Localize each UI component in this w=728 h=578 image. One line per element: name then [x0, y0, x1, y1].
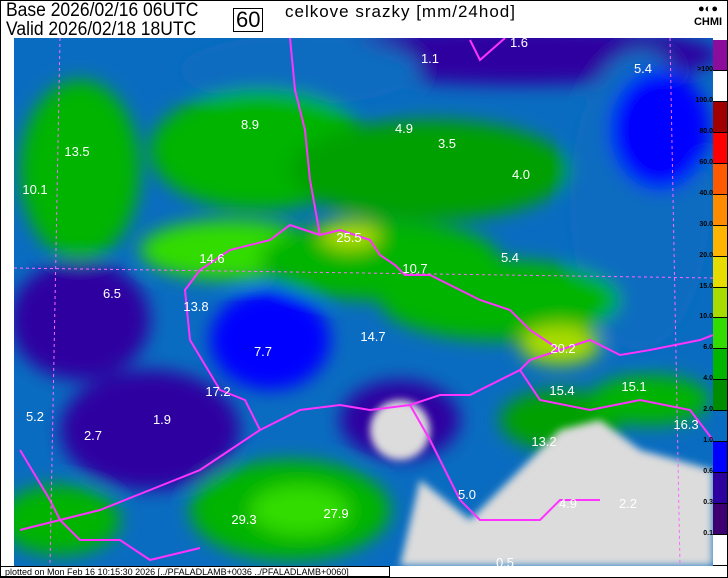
legend-label: 10.0	[699, 313, 713, 321]
value-label: 27.9	[323, 506, 348, 521]
value-label: 5.4	[501, 250, 519, 265]
value-label: 10.7	[402, 261, 427, 276]
legend-swatch	[713, 535, 727, 566]
legend-label: 100.0	[695, 96, 713, 104]
logo-text: CHMI	[693, 16, 723, 28]
legend-label: 0.6	[703, 468, 713, 476]
legend-swatch	[713, 318, 727, 350]
value-label: 14.7	[360, 329, 385, 344]
value-label: 16.3	[673, 417, 698, 432]
legend-swatch	[713, 349, 727, 381]
value-label: 1.1	[421, 51, 439, 66]
precip-field	[14, 38, 713, 560]
value-label: 13.8	[183, 299, 208, 314]
value-label: 17.2	[205, 384, 230, 399]
legend-swatch	[713, 40, 727, 71]
legend-label: 80.0	[699, 127, 713, 135]
value-label: 15.4	[549, 383, 574, 398]
chmi-logo: ●◐● CHMI	[691, 3, 725, 29]
value-label: 0.5	[496, 555, 514, 566]
legend-swatch	[713, 194, 727, 226]
legend-swatch	[713, 380, 727, 412]
value-labels: 1.6 1.1 5.4 8.9 4.9 3.5 13.5 4.0 10.1 25.5 5.4 14.6…	[22, 38, 698, 566]
legend-swatch	[713, 132, 727, 164]
value-label: 14.6	[199, 251, 224, 266]
legend-label: 6.0	[703, 344, 713, 352]
footer-info: plotted on Mon Feb 16 10:15:30 2026 [../…	[0, 566, 390, 577]
legend-swatch	[713, 70, 727, 102]
value-label: 4.9	[395, 121, 413, 136]
value-label: 13.5	[64, 144, 89, 159]
legend-swatch	[713, 256, 727, 288]
logo-icon: ●◐●	[698, 3, 718, 15]
value-label: 3.5	[438, 136, 456, 151]
legend-swatch	[713, 411, 727, 443]
legend-label: >100	[697, 65, 713, 73]
valid-time: Valid 2026/02/18 18UTC	[6, 19, 197, 40]
value-label: 10.1	[22, 182, 47, 197]
color-legend: >100 100.0 80.0 60.0 40.0 30.0 20.0 15.0 10.0 6.0…	[695, 40, 727, 566]
precipitation-map: 1.6 1.1 5.4 8.9 4.9 3.5 13.5 4.0 10.1 25.5 5.4 14.6…	[14, 38, 713, 566]
value-label: 20.2	[550, 341, 575, 356]
value-label: 8.9	[241, 117, 259, 132]
value-label: 5.4	[634, 61, 652, 76]
legend-swatch	[713, 225, 727, 257]
value-label: 5.2	[26, 409, 44, 424]
legend-swatch	[713, 473, 727, 505]
value-label: 4.0	[512, 167, 530, 182]
legend-label: 0.1	[703, 530, 713, 538]
legend-label: 15.0	[699, 282, 713, 290]
value-label: 1.9	[153, 412, 171, 427]
legend-label: 0.3	[703, 499, 713, 507]
legend-label: 2.0	[703, 406, 713, 414]
value-label: 7.7	[254, 344, 272, 359]
value-label: 4.9	[559, 496, 577, 511]
value-label: 13.2	[531, 434, 556, 449]
legend-label: 60.0	[699, 158, 713, 166]
legend-label: 20.0	[699, 251, 713, 259]
legend-swatch	[713, 287, 727, 319]
legend-swatch	[713, 504, 727, 536]
legend-swatch	[713, 101, 727, 133]
legend-label: 4.0	[703, 375, 713, 383]
base-time: Base 2026/02/16 06UTC	[6, 0, 199, 21]
map-title: celkove srazky [mm/24hod]	[285, 2, 516, 21]
legend-swatch	[713, 442, 727, 474]
country-borders	[19, 38, 713, 562]
value-label: 6.5	[103, 286, 121, 301]
legend-label: 30.0	[699, 220, 713, 228]
legend-swatch	[713, 163, 727, 195]
value-label: 5.0	[458, 487, 476, 502]
value-label: 1.6	[510, 38, 528, 50]
value-label: 2.7	[84, 428, 102, 443]
value-label: 2.2	[619, 496, 637, 511]
grid-lines	[14, 38, 713, 566]
legend-label: 40.0	[699, 189, 713, 197]
legend-label: 1.0	[703, 437, 713, 445]
value-label: 15.1	[621, 379, 646, 394]
value-label: 29.3	[231, 512, 256, 527]
value-label: 25.5	[336, 230, 361, 245]
forecast-step: 60	[233, 8, 264, 32]
